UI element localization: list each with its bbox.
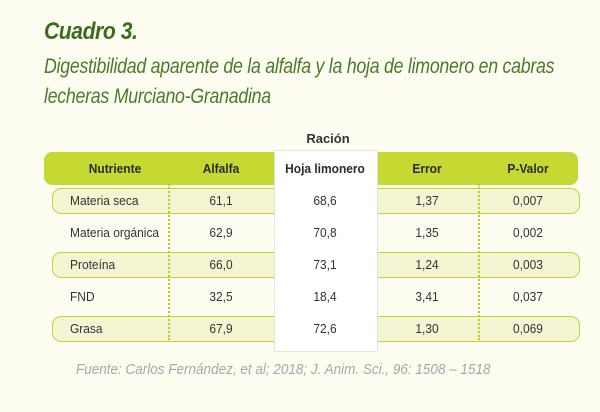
cell-hoja-limonero: 72,6 xyxy=(313,321,337,336)
column-separator xyxy=(168,184,170,340)
group-header-racion: Ración xyxy=(306,131,350,146)
table-subtitle: Digestibilidad aparente de la alfalfa y … xyxy=(44,52,555,112)
cell-nutriente: Materia orgánica xyxy=(70,225,160,240)
cell-nutriente: FND xyxy=(70,289,95,304)
cell-error: 1,37 xyxy=(415,193,439,208)
cell-nutriente: Materia seca xyxy=(70,193,139,208)
column-header-error: Error xyxy=(412,161,442,176)
cell-alfalfa: 32,5 xyxy=(209,289,233,304)
cell-p-valor: 0,007 xyxy=(513,193,543,208)
cell-alfalfa: 62,9 xyxy=(209,225,233,240)
cell-hoja-limonero: 73,1 xyxy=(313,257,337,272)
cell-error: 1,35 xyxy=(415,225,439,240)
column-header-nutriente: Nutriente xyxy=(88,161,142,176)
cell-p-valor: 0,037 xyxy=(513,289,543,304)
subtitle-line-2: lecheras Murciano-Granadina xyxy=(44,85,271,108)
column-header-alfalfa: Alfalfa xyxy=(202,161,240,176)
column-header-hoja-limonero: Hoja limonero xyxy=(285,161,365,176)
subtitle-line-1: Digestibilidad aparente de la alfalfa y … xyxy=(44,55,555,78)
cell-error: 1,24 xyxy=(415,257,439,272)
cell-alfalfa: 67,9 xyxy=(209,321,233,336)
column-separator xyxy=(478,184,480,340)
column-header-p-valor: P-Valor xyxy=(507,161,549,176)
cell-error: 1,30 xyxy=(415,321,439,336)
cell-alfalfa: 61,1 xyxy=(209,193,233,208)
cell-error: 3,41 xyxy=(415,289,439,304)
cell-nutriente: Proteína xyxy=(70,257,116,272)
cell-hoja-limonero: 68,6 xyxy=(313,193,337,208)
table-title: Cuadro 3. xyxy=(44,18,138,45)
cell-nutriente: Grasa xyxy=(70,321,103,336)
highlight-column-hoja-limonero xyxy=(274,150,378,352)
cell-p-valor: 0,002 xyxy=(513,225,543,240)
cell-hoja-limonero: 18,4 xyxy=(313,289,337,304)
cell-p-valor: 0,003 xyxy=(513,257,543,272)
source-note: Fuente: Carlos Fernández, et al; 2018; J… xyxy=(76,361,491,378)
cell-alfalfa: 66,0 xyxy=(209,257,233,272)
cell-hoja-limonero: 70,8 xyxy=(313,225,337,240)
cell-p-valor: 0,069 xyxy=(513,321,543,336)
